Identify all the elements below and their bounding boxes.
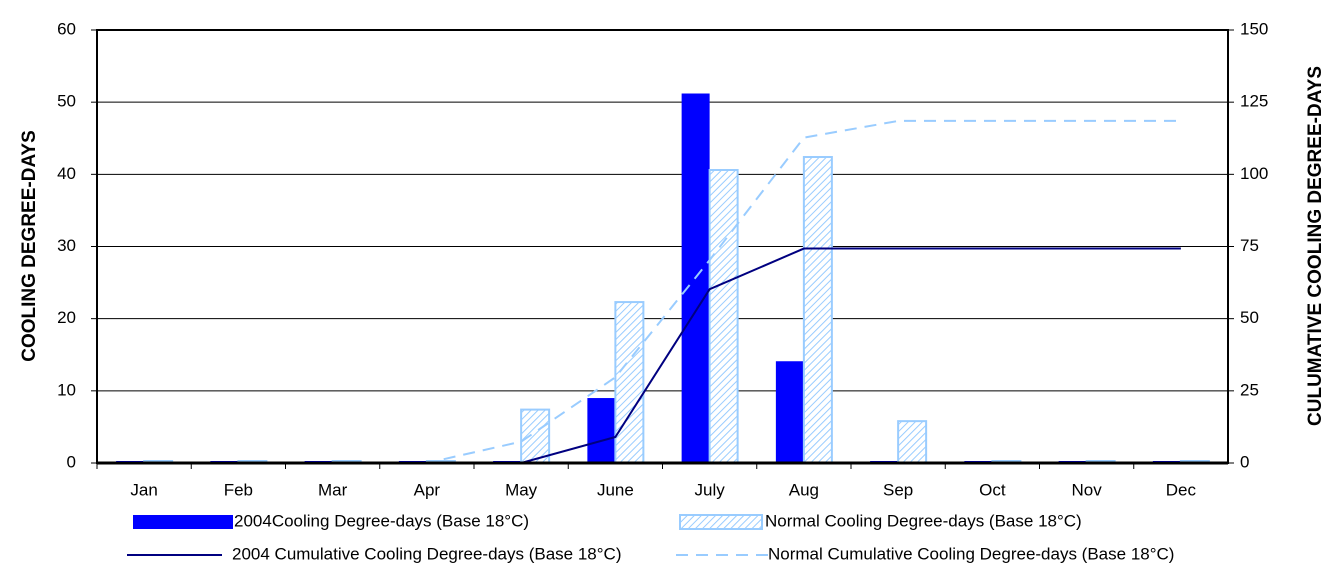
y2-tick-label: 125 [1240, 92, 1268, 111]
y2-axis-title: CULUMATIVE COOLING DEGREE-DAYS [1305, 66, 1326, 426]
x-tick-label: Mar [318, 480, 348, 499]
x-tick-label: June [597, 480, 634, 499]
x-tick-label: Nov [1072, 480, 1103, 499]
y-tick-label: 40 [57, 164, 76, 183]
bar [897, 420, 928, 465]
y-tick-label: 50 [57, 92, 76, 111]
y-tick-label: 20 [57, 308, 76, 327]
bar [708, 169, 739, 464]
legend-label: 2004Cooling Degree-days (Base 18°C) [234, 511, 529, 530]
x-tick-label: Oct [979, 480, 1006, 499]
y2-tick-label: 75 [1240, 236, 1259, 255]
x-tick-label: Sep [883, 480, 913, 499]
x-tick-label: Feb [224, 480, 253, 499]
bar [587, 398, 616, 463]
line [144, 247, 1181, 464]
y-tick-label: 10 [57, 380, 76, 399]
x-tick-label: Dec [1166, 480, 1197, 499]
x-tick-label: Apr [414, 480, 441, 499]
x-tick-label: July [695, 480, 726, 499]
bar [775, 361, 804, 463]
bar [614, 301, 645, 464]
y-tick-label: 0 [67, 452, 76, 471]
line [144, 119, 1181, 464]
x-tick-label: Aug [789, 480, 819, 499]
y-axis-title: COOLING DEGREE-DAYS [19, 130, 40, 362]
y-tick-label: 30 [57, 236, 76, 255]
bar [802, 156, 833, 464]
legend-label: Normal Cooling Degree-days (Base 18°C) [765, 511, 1082, 530]
legend-label: 2004 Cumulative Cooling Degree-days (Bas… [232, 544, 622, 563]
y-tick-label: 60 [57, 19, 76, 38]
bar [520, 408, 551, 465]
y2-tick-label: 100 [1240, 164, 1268, 183]
x-tick-label: May [505, 480, 538, 499]
y2-tick-label: 0 [1240, 452, 1249, 471]
x-tick-label: Jan [130, 480, 157, 499]
legend-swatch [679, 514, 763, 530]
y2-tick-label: 25 [1240, 380, 1259, 399]
legend-swatch [133, 515, 233, 529]
y2-tick-label: 150 [1240, 19, 1268, 38]
y2-tick-label: 50 [1240, 308, 1259, 327]
legend-label: Normal Cumulative Cooling Degree-days (B… [768, 544, 1174, 563]
